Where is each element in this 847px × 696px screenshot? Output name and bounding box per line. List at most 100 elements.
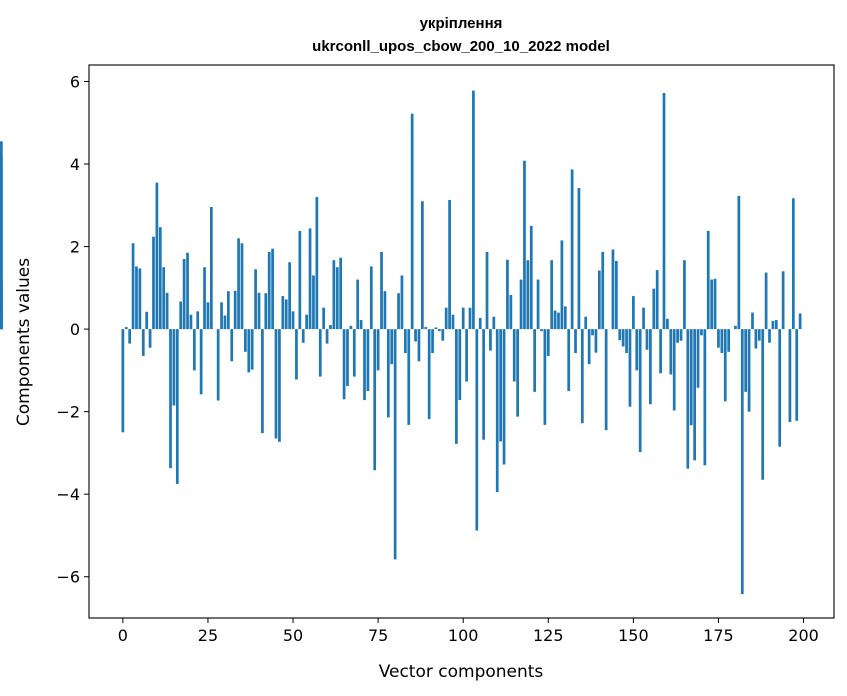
bar (244, 329, 247, 352)
bar (301, 329, 305, 343)
bar (642, 307, 645, 330)
bar (274, 329, 278, 439)
bar (305, 314, 308, 330)
bar (427, 329, 431, 420)
bar (227, 291, 230, 330)
bar (434, 327, 438, 330)
bar (461, 307, 465, 330)
bar (308, 228, 312, 330)
bar (414, 329, 417, 342)
bar (199, 329, 203, 395)
bar (482, 329, 485, 440)
bar (254, 269, 257, 330)
bar (679, 329, 683, 341)
bar (584, 316, 588, 330)
bar (638, 329, 642, 453)
bar (169, 329, 172, 469)
bar (635, 329, 639, 371)
x-tick-label: 50 (283, 626, 303, 645)
bar (774, 320, 778, 330)
bar (512, 329, 516, 382)
bar (693, 329, 696, 461)
bar (597, 270, 601, 330)
bar (465, 329, 468, 382)
bar (383, 291, 387, 330)
x-axis-ticks: 0 25 50 75 100 125 150 175 200 (118, 618, 819, 645)
bar (764, 272, 768, 330)
bar (485, 251, 489, 330)
bar (489, 329, 492, 351)
bar (356, 279, 360, 330)
bar (625, 329, 628, 354)
bar (128, 329, 132, 344)
bar (771, 320, 775, 330)
bar (492, 316, 496, 330)
y-tick-label: 0 (70, 320, 80, 339)
bar (533, 329, 537, 392)
bar (723, 329, 727, 402)
y-tick-label: −4 (56, 485, 80, 504)
bar (577, 187, 581, 330)
bar (672, 329, 676, 411)
bar (472, 90, 475, 330)
bar (710, 279, 714, 330)
bar (645, 329, 649, 350)
bar (557, 312, 560, 330)
bar (179, 301, 183, 330)
bar (478, 317, 482, 330)
bar (540, 329, 543, 332)
bar (158, 227, 162, 330)
bar (346, 329, 349, 387)
bar (563, 306, 567, 330)
bar (431, 329, 434, 354)
bar (400, 275, 404, 330)
bar (230, 329, 234, 362)
bar (594, 329, 598, 353)
bar (284, 299, 288, 330)
x-tick-label: 0 (118, 626, 128, 645)
bar (441, 329, 445, 341)
bar (220, 302, 223, 330)
bar (506, 259, 509, 330)
bar (155, 182, 159, 330)
x-tick-label: 200 (788, 626, 819, 645)
bar (172, 329, 176, 406)
bar (271, 248, 274, 330)
x-tick-label: 150 (618, 626, 649, 645)
bar (295, 329, 298, 380)
bar (386, 329, 390, 418)
bar (611, 249, 615, 330)
bar (509, 294, 513, 330)
bar (795, 329, 799, 421)
bar (618, 329, 622, 341)
bar (291, 311, 295, 330)
bar (683, 260, 686, 330)
bar (744, 329, 748, 392)
bar (438, 329, 441, 332)
bar (393, 329, 397, 560)
bar (0, 278, 3, 330)
bar (145, 311, 149, 330)
bar (703, 329, 707, 466)
bar (696, 329, 700, 388)
bar (0, 141, 3, 330)
bar (288, 262, 291, 330)
bar (621, 329, 625, 347)
bar (655, 270, 659, 330)
bar (570, 169, 574, 330)
bar (448, 199, 451, 330)
bar (366, 329, 370, 392)
bar (298, 230, 302, 330)
bar (652, 288, 656, 330)
bar (162, 267, 166, 330)
bar (186, 252, 189, 330)
bar (329, 324, 332, 330)
bar (614, 261, 618, 330)
bar (734, 325, 737, 330)
bar (751, 312, 754, 330)
bar (757, 329, 761, 341)
bar (580, 329, 584, 424)
bar (550, 260, 554, 330)
bar (209, 206, 213, 330)
